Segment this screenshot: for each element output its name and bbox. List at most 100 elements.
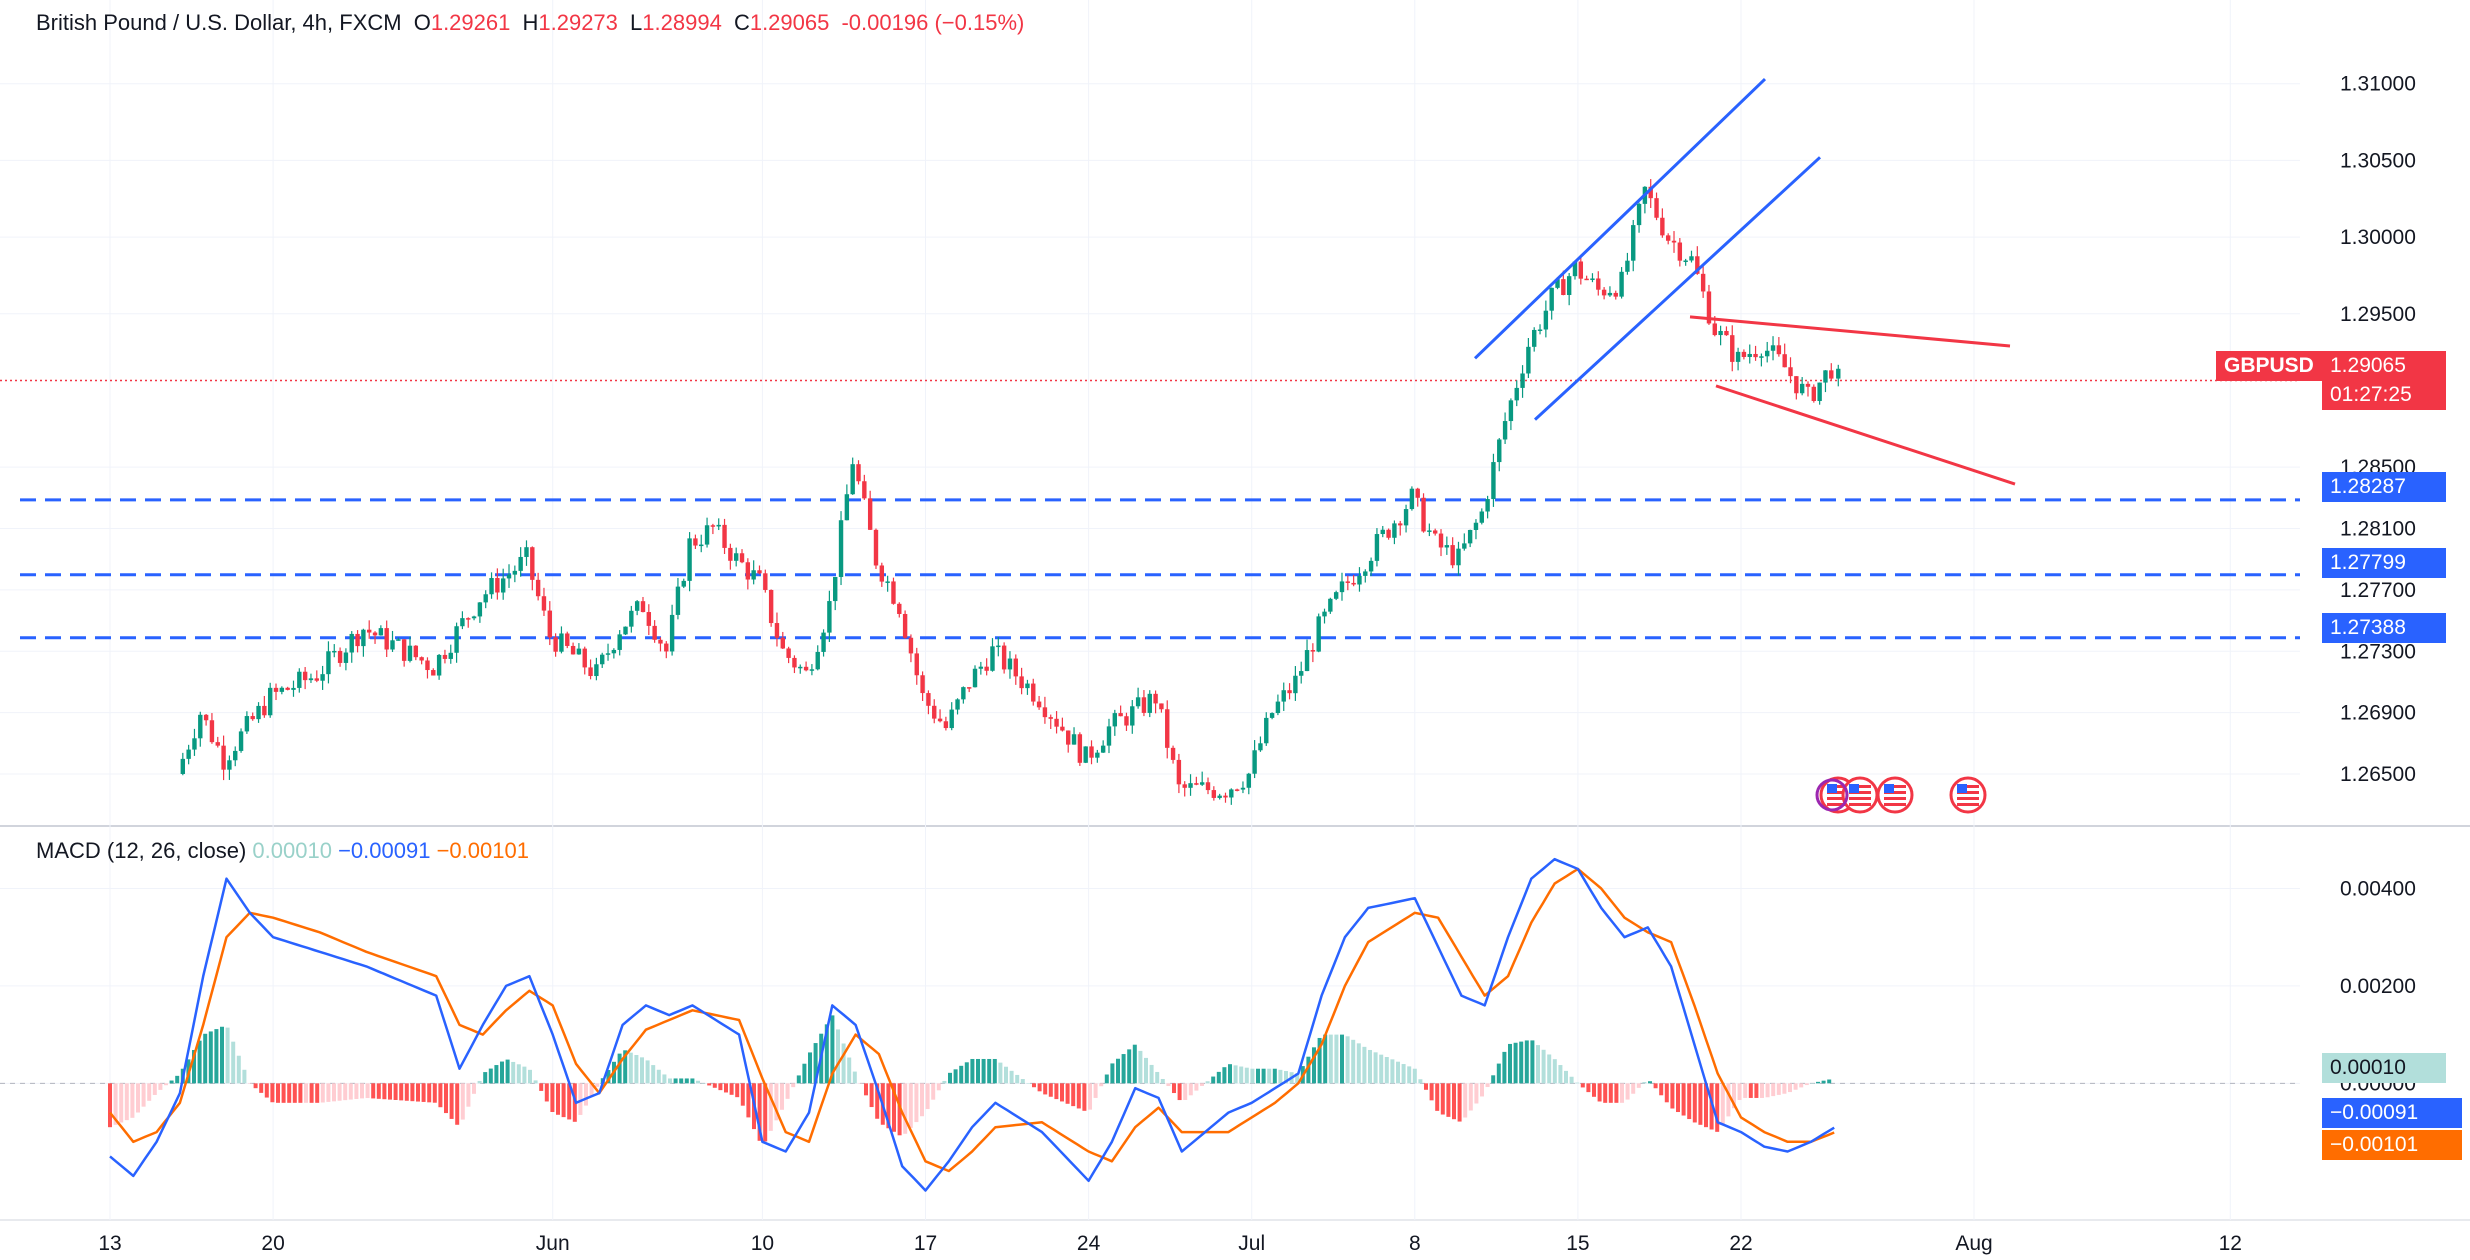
candle-body [413, 645, 419, 658]
macd-histogram-bar [936, 1083, 941, 1091]
macd-histogram-bar [1272, 1068, 1277, 1084]
candle-body [1631, 225, 1636, 261]
candle-body [1357, 575, 1362, 585]
candle-body [1671, 240, 1677, 243]
candle-body [1625, 260, 1630, 272]
macd-histogram-bar [1317, 1037, 1322, 1084]
candle-body [862, 481, 867, 499]
candle-body [833, 576, 838, 602]
candle-body [1374, 534, 1380, 561]
macd-histogram-bar [365, 1083, 370, 1099]
candle-body [1007, 658, 1013, 670]
macd-histogram-bar [1172, 1083, 1176, 1094]
macd-histogram-bar [169, 1080, 174, 1084]
chart-header: British Pound / U.S. Dollar, 4h, FXCM O1… [36, 10, 1024, 36]
x-tick-label: 24 [1077, 1232, 1101, 1255]
macd-histogram-bar [304, 1083, 308, 1103]
macd-histogram-bar [645, 1060, 650, 1084]
macd-histogram-bar [578, 1083, 583, 1115]
macd-histogram-bar [1116, 1058, 1120, 1084]
candle-body [768, 589, 774, 624]
candle-body [1735, 351, 1741, 362]
macd-histogram-bar [673, 1078, 678, 1084]
candle-body [302, 671, 308, 681]
macd-histogram-bar [544, 1083, 549, 1102]
macd-histogram-bar [796, 1075, 801, 1084]
candle-body [1275, 701, 1281, 714]
macd-histogram-bar [1278, 1069, 1283, 1084]
macd-histogram-bar [1625, 1083, 1630, 1100]
candle-body [611, 649, 617, 654]
macd-histogram-bar [1345, 1036, 1350, 1084]
macd-histogram-bar [416, 1083, 420, 1102]
candle-body [244, 716, 250, 732]
macd-histogram-bar [1015, 1074, 1020, 1084]
candle-body [1526, 346, 1531, 374]
event-icon-stripe [1827, 803, 1849, 806]
event-icon-stripe [1957, 797, 1979, 800]
price-y-tick-label: 1.30500 [2340, 149, 2416, 172]
price-y-tick-label: 1.27700 [2340, 579, 2416, 602]
candle-body [1636, 203, 1642, 226]
x-tick-label: 22 [1729, 1232, 1752, 1255]
macd-histogram-bar [382, 1083, 387, 1100]
event-icon-stripe [1884, 791, 1906, 794]
macd-histogram-bar [1412, 1068, 1417, 1084]
candle-body [1054, 718, 1059, 727]
macd-line [109, 857, 1835, 1192]
event-icon-stripe [1849, 791, 1871, 794]
candle-body [1829, 370, 1834, 379]
candle-body [1042, 707, 1048, 718]
macd-histogram-bar [113, 1083, 118, 1125]
candle-body [361, 629, 366, 647]
macd-signal-tag: −0.00101 [2322, 1130, 2462, 1160]
candle-body [1392, 523, 1397, 538]
candle-body [1083, 746, 1088, 763]
candle-body [576, 648, 582, 655]
macd-histogram-bar [1603, 1083, 1608, 1103]
candle-body [1677, 242, 1683, 261]
candle-body [1613, 292, 1618, 297]
macd-histogram-bar [964, 1062, 969, 1084]
candle-body [1100, 745, 1106, 753]
macd-histogram-bar [1312, 1047, 1316, 1084]
macd-histogram-bar [864, 1083, 868, 1096]
candle-body [1031, 683, 1036, 702]
macd-histogram-bar [388, 1083, 392, 1100]
candle-body [1170, 747, 1176, 760]
macd-histogram-bar [606, 1070, 611, 1084]
macd-histogram-bar [656, 1069, 661, 1084]
candle-body [1479, 511, 1484, 523]
macd-title[interactable]: MACD (12, 26, close) [36, 838, 247, 863]
candle-body [1013, 658, 1018, 677]
candle-body [1112, 713, 1118, 727]
macd-histogram-bar [1457, 1083, 1462, 1122]
macd-histogram-bar [948, 1072, 952, 1084]
macd-histogram-bar [953, 1069, 958, 1084]
macd-histogram-bar [774, 1083, 779, 1121]
candle-body [600, 654, 605, 665]
macd-histogram-bar [987, 1058, 992, 1084]
candle-body [1665, 235, 1671, 241]
macd-histogram-bar [1608, 1083, 1613, 1103]
macd-histogram-bar [1054, 1083, 1059, 1100]
macd-histogram-bar [1552, 1059, 1557, 1084]
macd-histogram-bar [1026, 1083, 1031, 1084]
macd-histogram-bar [1446, 1083, 1451, 1117]
us-flag-event-icon-2 [1841, 776, 1879, 814]
candle-body [1159, 703, 1164, 710]
candle-body [180, 758, 186, 774]
candle-body [733, 553, 739, 561]
macd-histogram-bar [556, 1083, 560, 1115]
macd-histogram-bar [1037, 1083, 1042, 1092]
macd-histogram-bar [203, 1033, 208, 1084]
channel-lower-line [1533, 156, 1822, 421]
high-value: 1.29273 [538, 10, 618, 35]
symbol-title[interactable]: British Pound / U.S. Dollar, 4h, FXCM [36, 10, 402, 35]
candle-body [693, 538, 698, 546]
macd-histogram-bar [1295, 1073, 1300, 1084]
macd-histogram-bar [780, 1083, 784, 1110]
candle-body [966, 687, 972, 689]
macd-histogram-bar [1256, 1068, 1260, 1084]
